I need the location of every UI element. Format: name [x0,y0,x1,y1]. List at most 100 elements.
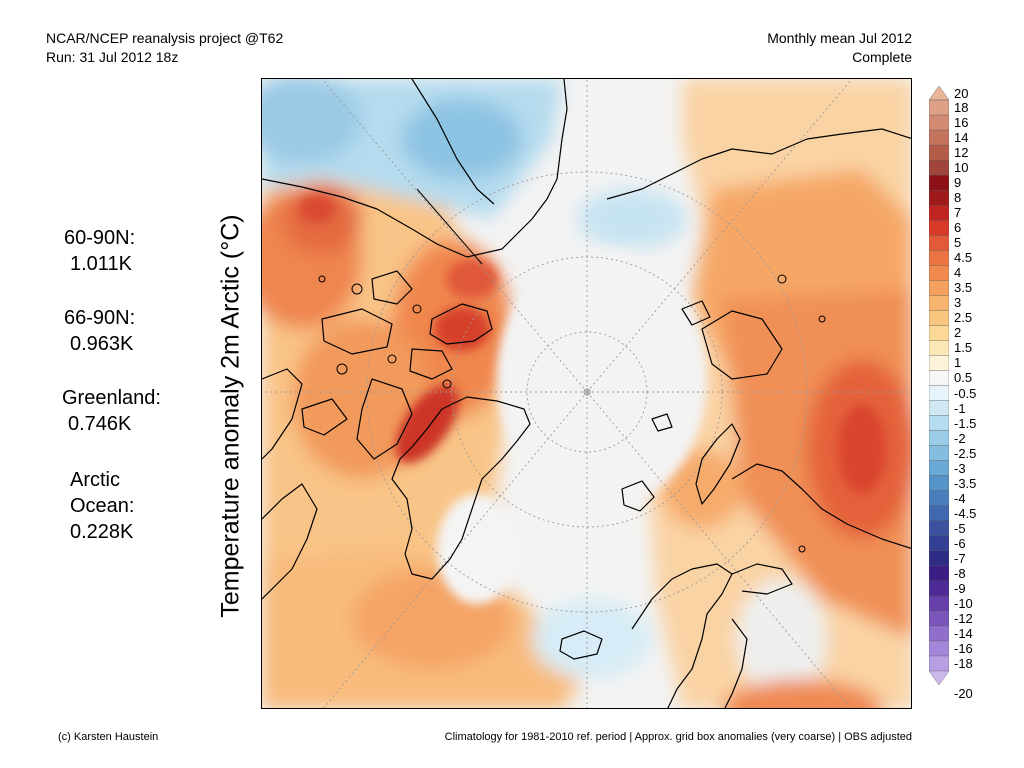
cold-core-alaska [402,99,522,179]
colorbar-cell [929,460,949,477]
meridian [586,391,851,708]
coast-kara-sea [731,463,911,549]
colorbar-cell [929,520,949,537]
method-note: Climatology for 1981-2010 ref. period | … [444,731,912,743]
north-pole-marker [583,388,591,396]
anomaly-axis-label: Temperature anomaly 2m Arctic (°C) [216,214,245,618]
colorbar-label: -12 [954,610,973,626]
map-canvas [262,79,911,708]
header-right: Monthly mean Jul 2012 Complete [767,29,912,67]
coast-svalbard [621,480,655,512]
colorbar-cell [929,490,949,507]
colorbar-cell [929,204,949,221]
colorbar-label: 9 [954,175,962,191]
colorbar-cell [929,310,949,326]
coast-baffin [356,378,413,460]
island [777,274,787,284]
colorbar-cell [929,250,949,266]
arctic-ocean-neutral [497,249,707,509]
colorbar-cell [929,340,949,356]
colorbar-cell [929,655,949,672]
coast-franz-josef [651,413,673,432]
stat-label-line1: Arctic [70,469,120,491]
colorbar-label: -4 [954,490,966,506]
coast-north-america [262,79,568,258]
status-label: Complete [852,49,912,65]
colorbar-cell [929,535,949,552]
colorbar-cell [929,265,949,281]
colorbar-label: -14 [954,625,973,641]
colorbar-label: 5 [954,235,962,251]
coast-siberia [606,128,911,200]
cold-core-pacific [262,79,362,164]
colorbar-label: 1.5 [954,340,973,356]
coast-devon [409,348,453,380]
island [387,354,397,364]
colorbar-cell [929,370,949,386]
coast-scandinavia [631,563,733,708]
colorbar-cell [929,580,949,597]
stat-60-90n: 60-90N: 1.011K [64,225,135,277]
colorbar-label: -3 [954,460,966,476]
colorbar-cell [929,325,949,341]
island [798,545,806,553]
colorbar-cell [929,670,949,686]
stat-value: 0.746K [68,413,132,435]
island [351,283,363,295]
colorbar-cell [929,640,949,657]
greenland-interior-neutral [437,494,517,604]
colorbar-label: 2 [954,325,962,341]
hot-core-greenland-west [395,385,459,463]
cold-east-siberian [577,189,687,249]
island [318,275,326,283]
stat-66-90n: 66-90N: 0.963K [64,305,135,357]
colorbar-label: -7 [954,550,966,566]
coast-taymyr [701,310,783,380]
colorbar-label: -4.5 [954,505,977,521]
colorbar-cell [929,550,949,567]
stat-value: 0.228K [70,521,134,543]
colorbar-cell [929,129,949,146]
boundary-line [416,188,483,265]
colorbar-label: -2.5 [954,445,977,461]
island [412,304,422,314]
colorbar-label: -20 [954,685,973,701]
coast-baltic [724,618,748,708]
stat-label-line2: Ocean: [70,495,135,517]
colorbar-label: 14 [954,130,969,146]
polar-anomaly-map [261,78,912,709]
coast-severnaya [681,300,711,326]
colorbar-label: -10 [954,595,973,611]
colorbar-label: 16 [954,115,969,131]
colorbar-label: 10 [954,160,969,176]
colorbar-label: 4.5 [954,250,973,266]
colorbar-cell [929,144,949,161]
stat-label: 66-90N: [64,307,136,329]
colorbar-cell [929,295,949,311]
stat-label: 60-90N: [64,227,136,249]
island [442,379,452,389]
stat-arctic-ocean: Arctic Ocean: 0.228K [70,467,134,545]
colorbar-label: -9 [954,580,966,596]
coast-labrador [262,483,318,600]
coast-greenland [391,396,531,580]
run-time: Run: 31 Jul 2012 18z [46,49,179,65]
colorbar-cell [929,220,949,236]
colorbar-label: -8 [954,565,966,581]
colorbar-cell [929,174,949,191]
coastlines [262,79,911,708]
colorbar-cell [929,99,949,116]
colorbar-cell [929,565,949,582]
colorbar-label: -3.5 [954,475,977,491]
hot-core-beaufort [446,259,498,299]
copyright-note: (c) Karsten Haustein [58,731,159,743]
colorbar-label: -5 [954,520,966,536]
colorbar-cell [929,280,949,296]
neutral-areas [437,249,707,604]
colorbar-label: -1 [954,400,966,416]
colorbar-label: -6 [954,535,966,551]
colorbar-label: 3 [954,295,962,311]
colorbar-cell [929,415,949,432]
hot-core-central-siberia [838,404,886,494]
colorbar-label: 8 [954,190,962,206]
